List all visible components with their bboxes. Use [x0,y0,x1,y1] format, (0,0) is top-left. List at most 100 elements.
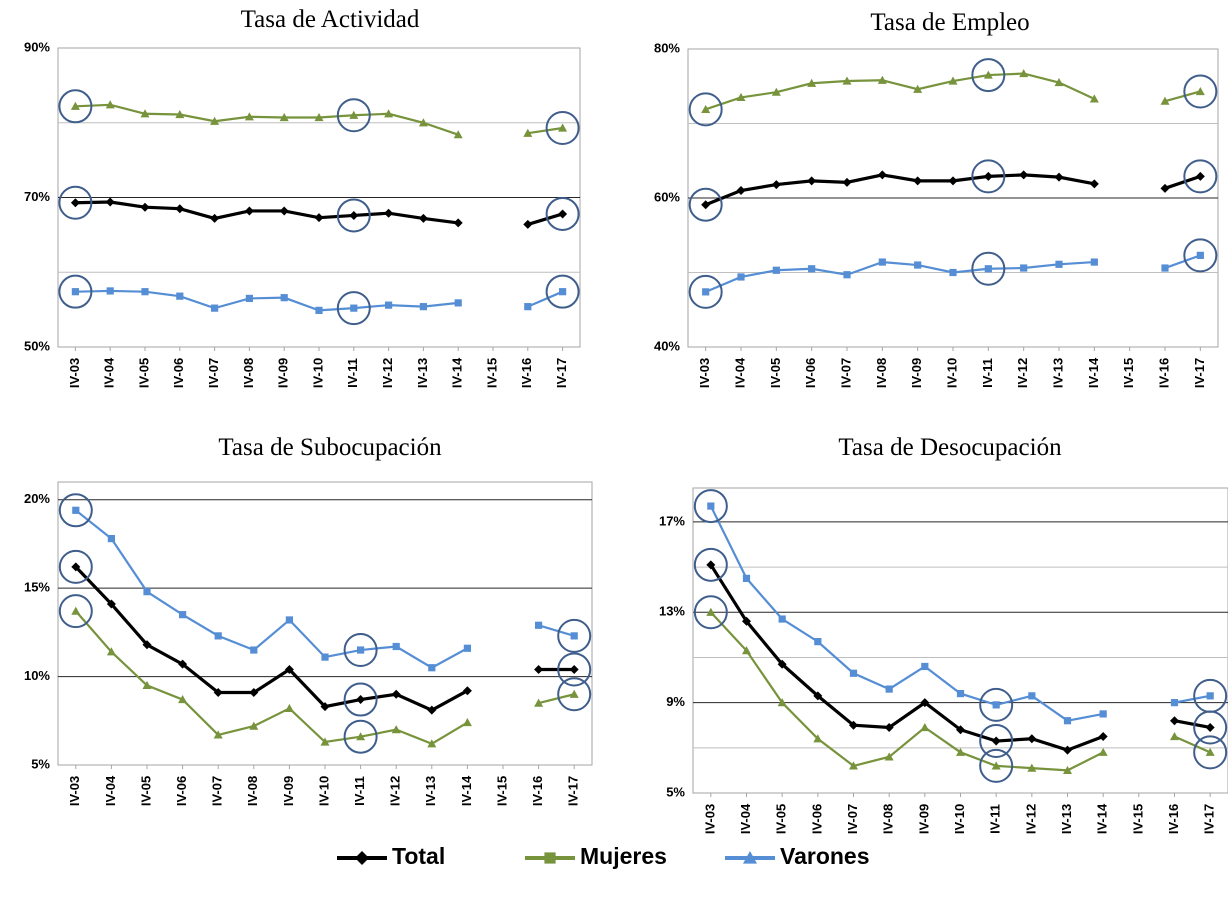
chart: Tasa de Desocupación 5% 9% 13% 17% IV-03 IV-04… [659,434,1228,834]
highlight-circle [545,274,580,309]
legend: Total Mujeres Varones [337,843,870,869]
marker [949,268,957,277]
x-tick-label: IV-04 [732,357,747,388]
y-tick-label: 80% [654,40,680,55]
x-tick-label: IV-09 [909,358,924,388]
x-tick-label: IV-11 [345,358,360,388]
marker [1019,170,1029,180]
marker [884,752,894,761]
marker [314,213,324,223]
x-tick-label: IV-05 [768,358,783,388]
marker [392,642,400,651]
highlight-circle [1183,74,1218,109]
y-tick-label: 70% [24,189,50,204]
marker [249,687,259,697]
x-tick-label: IV-11 [980,358,995,388]
marker [956,725,965,735]
marker [418,118,428,127]
x-tick-label: IV-16 [519,358,534,388]
marker [285,616,293,624]
marker [544,852,556,864]
marker [279,113,289,122]
marker [72,506,80,514]
x-tick-label: IV-15 [484,358,499,388]
x-tick-label: IV-09 [281,776,296,806]
x-tick-label: IV-05 [774,804,789,834]
x-tick-label: IV-17 [1192,358,1207,388]
marker [956,747,965,756]
marker [71,562,81,572]
marker [807,176,817,186]
marker [384,208,394,218]
marker [877,170,887,180]
marker [983,70,993,79]
marker [140,202,150,212]
highlight-circle [336,291,371,326]
highlight-circle [545,110,580,145]
marker [1063,765,1072,775]
marker [418,213,428,223]
x-tick-label: IV-03 [697,358,712,388]
chart: Tasa de Empleo 40% 60% 80% IV-03 IV-04 IV-05 IV… [654,9,1219,388]
highlight-circle [557,677,592,712]
marker [1027,763,1037,772]
highlight-circle [557,652,592,687]
x-tick-label: IV-05 [138,776,153,806]
marker [462,718,472,727]
plot-area [692,487,1228,794]
x-tick-label: IV-10 [310,358,325,388]
marker [842,177,852,187]
marker [385,301,393,309]
y-tick-label: 20% [24,491,50,506]
highlight-circle [336,198,371,233]
highlight-circle [545,196,580,231]
marker [244,206,254,216]
y-tick-label: 13% [659,604,685,619]
x-tick-label: IV-14 [1086,357,1101,388]
highlight-circle [58,493,93,528]
marker [175,204,185,214]
marker [1195,86,1205,96]
x-tick-label: IV-17 [554,358,569,388]
x-tick-label: IV-12 [1015,358,1030,388]
x-tick-label: IV-13 [1050,358,1065,388]
marker [107,535,115,543]
marker [454,299,462,307]
marker [427,705,437,715]
legend-label: Varones [780,843,870,869]
marker [558,209,568,219]
highlight-circle [58,549,93,584]
marker [534,698,544,707]
marker [284,703,294,712]
marker [1205,722,1215,732]
marker [778,615,786,623]
marker [983,171,993,181]
marker [569,664,579,674]
x-tick-label: IV-10 [944,358,959,388]
x-tick-label: IV-06 [803,358,818,388]
marker [391,725,401,734]
marker [1160,96,1170,105]
legend-label: Total [392,843,445,869]
marker [1090,258,1098,266]
marker [1019,69,1029,78]
marker [141,288,149,296]
y-tick-label: 5% [31,756,50,771]
highlight-circle [688,92,723,127]
chart: Tasa de Actividad 50% 70% 90% IV-03 IV-04 IV-0… [24,6,581,388]
highlight-circle [1193,678,1228,713]
marker [992,701,1000,709]
marker [736,186,746,196]
series-line [75,103,563,136]
marker [991,761,1001,770]
marker [280,294,288,302]
marker [1089,179,1099,189]
x-tick-label: IV-07 [845,804,860,834]
marker [71,606,81,615]
highlight-circle [979,724,1014,759]
marker [920,722,930,732]
x-tick-label: IV-08 [241,358,256,388]
marker [71,288,79,296]
marker [142,680,152,690]
marker [807,78,817,87]
